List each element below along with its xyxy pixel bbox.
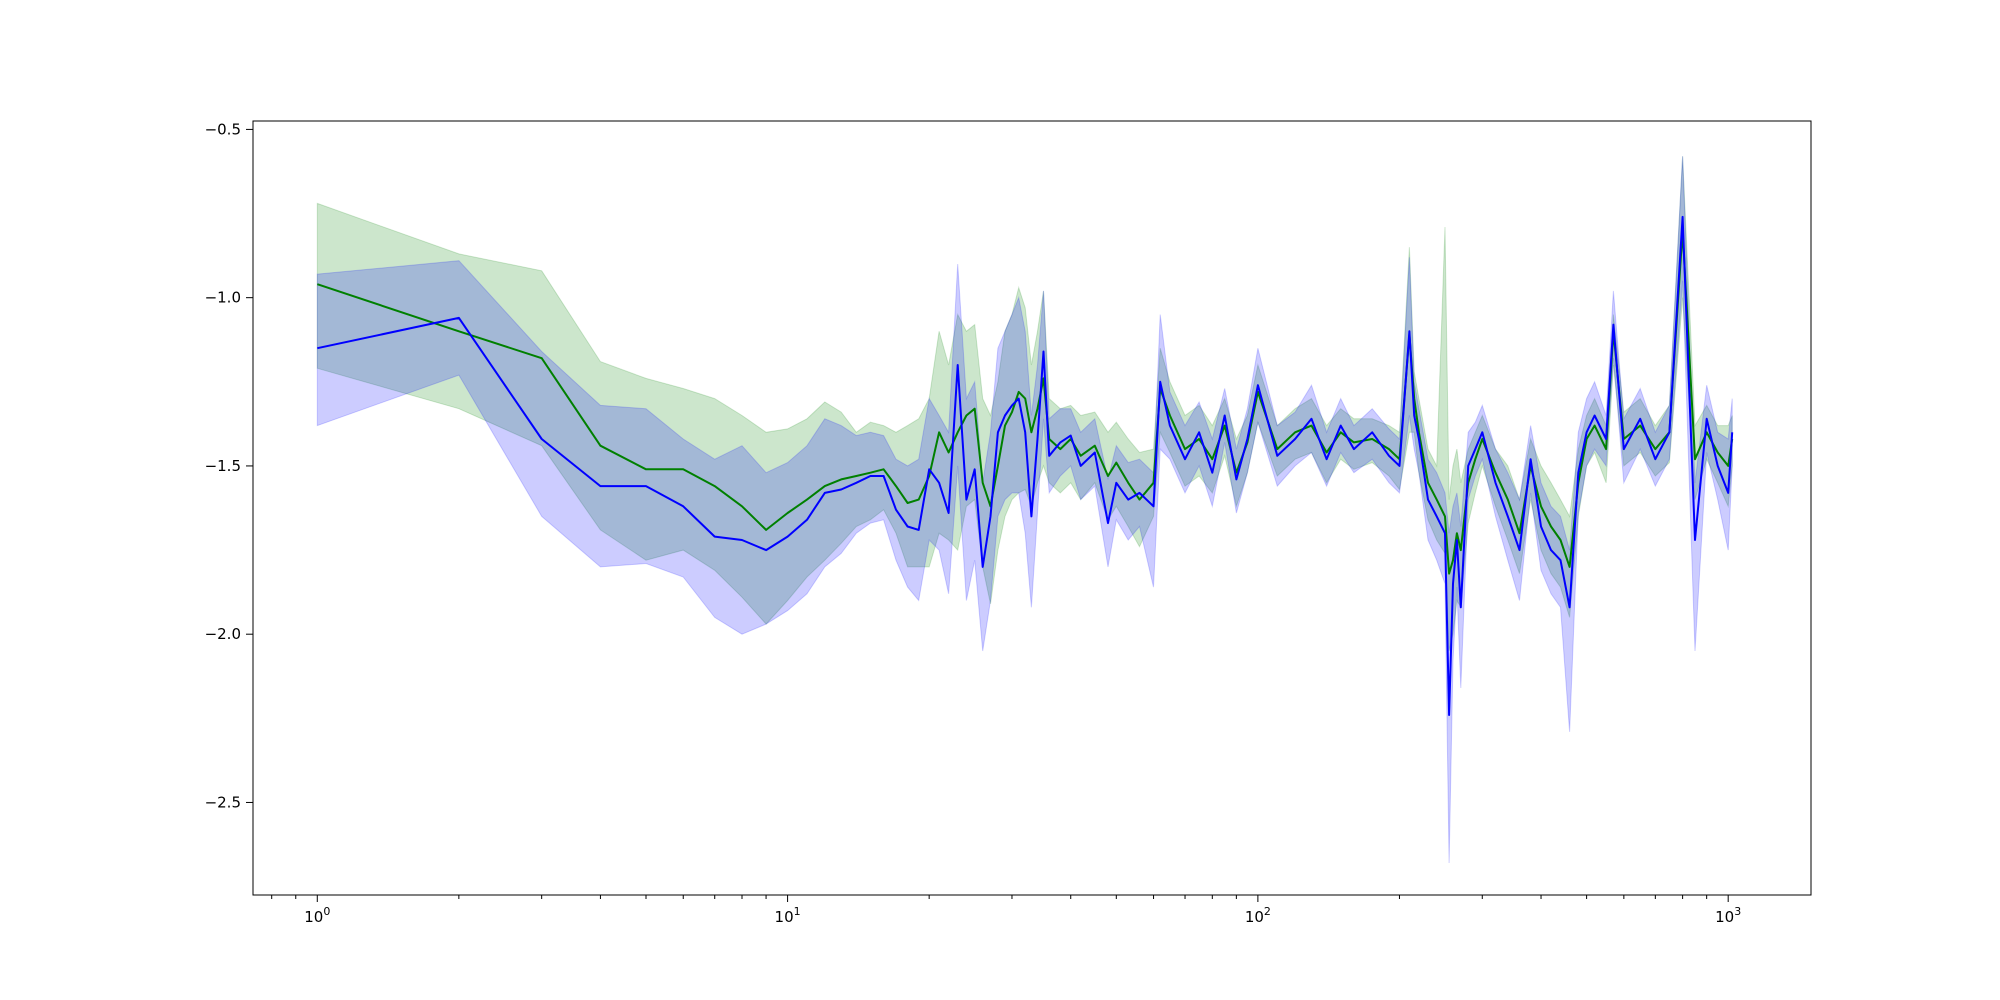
y-tick-label: −1.5 bbox=[205, 457, 241, 475]
series-line-2 bbox=[317, 215, 1734, 716]
x-tick-label: 103 bbox=[1715, 905, 1741, 926]
x-tick-label: 101 bbox=[775, 905, 801, 926]
confidence-band-2 bbox=[316, 156, 1733, 864]
x-tick-label: 100 bbox=[304, 905, 330, 926]
y-tick-label: −2.0 bbox=[205, 625, 241, 643]
series-line-1 bbox=[316, 229, 1734, 575]
y-tick-label: −0.5 bbox=[205, 120, 241, 138]
x-tick-label: 102 bbox=[1245, 905, 1271, 926]
axes-frame bbox=[252, 120, 1812, 896]
series-lines bbox=[316, 215, 1734, 716]
y-tick-label: −1.0 bbox=[205, 289, 241, 307]
y-tick-label: −2.5 bbox=[205, 793, 241, 811]
x-axis: 100 101 102 103 bbox=[271, 895, 1741, 926]
plot-area bbox=[316, 156, 1734, 864]
y-axis: −0.5 −1.0 −1.5 −2.0 −2.5 bbox=[205, 120, 253, 811]
